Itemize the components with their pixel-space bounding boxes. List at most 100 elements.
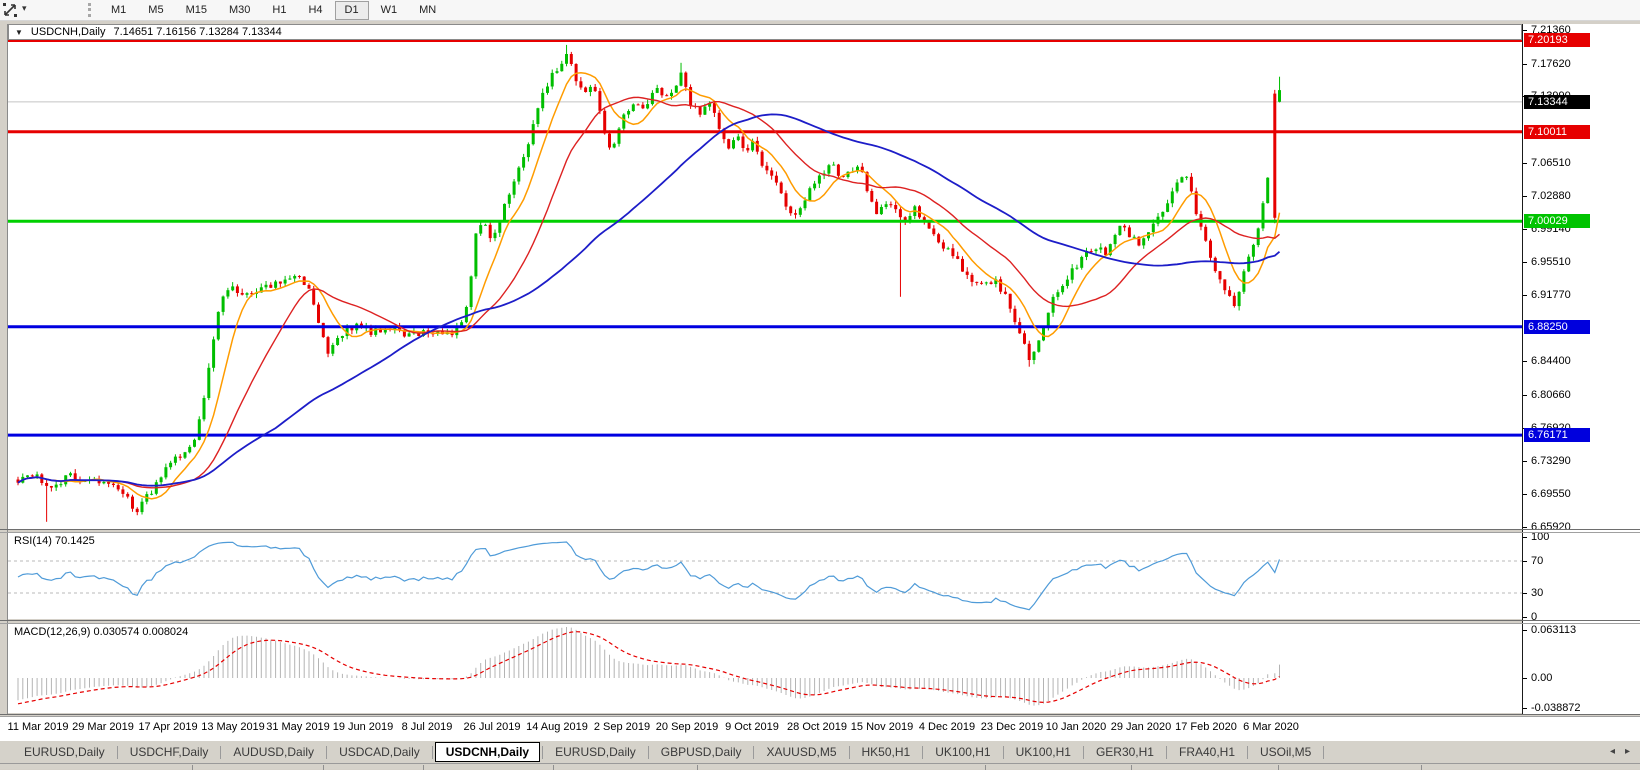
main-price-chart[interactable]	[8, 24, 1522, 529]
price-tick-label: 6.84400	[1531, 355, 1571, 367]
tab-usdcad-daily[interactable]: USDCAD,Daily	[339, 745, 420, 759]
chevron-down-icon[interactable]: ▾	[22, 3, 27, 13]
crosshair-tool-icon[interactable]	[2, 2, 18, 18]
macd-indicator-pane[interactable]	[8, 624, 1522, 713]
pane-splitter	[0, 532, 1640, 533]
date-label: 10 Jan 2020	[1045, 721, 1107, 733]
rsi-tick-mark	[1523, 561, 1527, 562]
tab-separator	[922, 745, 924, 759]
price-tick-mark	[1523, 461, 1527, 462]
timeframe-button-m1[interactable]: M1	[111, 3, 127, 16]
date-label: 26 Jul 2019	[463, 721, 521, 733]
rsi-tick-label: 30	[1531, 587, 1544, 599]
status-bar-divider	[423, 765, 424, 770]
timeframe-button-m15[interactable]: M15	[185, 3, 207, 16]
macd-tick-label: -0.038872	[1531, 702, 1581, 714]
status-bar-divider	[1131, 765, 1132, 770]
status-bar-divider	[553, 765, 554, 770]
date-axis-border	[0, 714, 1640, 715]
tab-ger30-h1[interactable]: GER30,H1	[1095, 745, 1154, 759]
collapse-icon[interactable]: ▼	[15, 27, 23, 37]
price-tick-mark	[1523, 527, 1527, 528]
timeframe-button-h4[interactable]: H4	[308, 3, 323, 16]
tab-usoil-m5[interactable]: USOil,M5	[1260, 745, 1312, 759]
rsi-tick-label: 0	[1531, 611, 1538, 623]
rsi-tick-mark	[1523, 617, 1527, 618]
price-tick-label: 6.65920	[1531, 521, 1571, 533]
macd-tick-mark	[1523, 708, 1527, 709]
status-bar	[0, 763, 1640, 770]
rsi-tick-label: 100	[1531, 531, 1550, 543]
tab-scroll-arrows: ◂ ▸	[1610, 746, 1630, 757]
chart-symbol-label: USDCNH,Daily	[30, 26, 106, 38]
tab-separator	[431, 745, 433, 759]
rsi-indicator-pane[interactable]	[8, 533, 1522, 619]
date-label: 29 Jan 2020	[1110, 721, 1172, 733]
chart-left-border	[7, 24, 8, 714]
date-label: 31 May 2019	[266, 721, 330, 733]
tab-separator	[326, 745, 328, 759]
status-bar-divider	[192, 765, 193, 770]
toolbar-drag-handle[interactable]	[88, 3, 95, 17]
price-badge: 7.00029	[1524, 214, 1590, 228]
price-badge: 7.13344	[1524, 95, 1590, 109]
price-tick-mark	[1523, 494, 1527, 495]
timeframe-button-m30[interactable]: M30	[228, 3, 251, 16]
price-tick-mark	[1523, 262, 1527, 263]
timeframe-buttons: M1 M5 M15 M30 H1 H4 D1 W1 MN	[100, 0, 447, 20]
tab-usdchf-daily[interactable]: USDCHF,Daily	[129, 745, 209, 759]
pane-splitter[interactable]	[0, 529, 1640, 530]
macd-tick-label: 0.063113	[1531, 624, 1577, 636]
chart-ohlc-values: 7.14651 7.16156 7.13284 7.13344	[113, 26, 282, 38]
rsi-label: RSI(14) 70.1425	[14, 535, 95, 547]
timeframe-button-d1[interactable]: D1	[334, 0, 369, 20]
rsi-tick-mark	[1523, 593, 1527, 594]
chart-title-bar[interactable]: ▼ USDCNH,Daily 7.14651 7.16156 7.13284 7…	[8, 24, 1522, 40]
tab-separator	[753, 745, 755, 759]
timeframe-button-mn[interactable]: MN	[419, 3, 437, 16]
price-tick-label: 6.95510	[1531, 256, 1571, 268]
timeframe-button-h1[interactable]: H1	[272, 3, 287, 16]
pane-splitter[interactable]	[0, 620, 1640, 621]
tab-separator	[220, 745, 222, 759]
tab-scroll-right-icon[interactable]: ▸	[1624, 746, 1630, 757]
price-tick-label: 7.06510	[1531, 157, 1571, 169]
date-label: 11 Mar 2019	[7, 721, 69, 733]
date-label: 28 Oct 2019	[787, 721, 847, 733]
tab-gbpusd-daily[interactable]: GBPUSD,Daily	[660, 745, 742, 759]
price-axis[interactable]: 7.213607.176207.139907.065107.028806.991…	[1522, 24, 1640, 714]
tab-eurusd-daily[interactable]: EURUSD,Daily	[555, 745, 636, 759]
tab-hk50-h1[interactable]: HK50,H1	[861, 745, 911, 759]
tab-uk100-h1[interactable]: UK100,H1	[935, 745, 991, 759]
tab-separator	[848, 745, 850, 759]
price-tick-label: 7.17620	[1531, 58, 1571, 70]
date-label: 17 Apr 2019	[138, 721, 198, 733]
tab-separator	[1323, 745, 1325, 759]
date-axis[interactable]: 11 Mar 2019 29 Mar 2019 17 Apr 2019 13 May …	[0, 717, 1640, 740]
timeframe-button-m5[interactable]: M5	[148, 3, 164, 16]
price-tick-mark	[1523, 395, 1527, 396]
date-axis-border	[0, 716, 1640, 717]
tab-eurusd-daily[interactable]: EURUSD,Daily	[24, 745, 105, 759]
tab-usdcnh-daily[interactable]: USDCNH,Daily	[434, 742, 541, 762]
tab-uk100-h1[interactable]: UK100,H1	[1015, 745, 1071, 759]
timeframe-button-w1[interactable]: W1	[380, 3, 398, 16]
tab-xauusd-m5[interactable]: XAUUSD,M5	[766, 745, 837, 759]
timeframe-toolbar: ▾ M1 M5 M15 M30 H1 H4 D1 W1 MN	[0, 0, 1640, 21]
price-tick-label: 6.91770	[1531, 289, 1571, 301]
rsi-tick-mark	[1523, 537, 1527, 538]
price-badge: 6.76171	[1524, 428, 1590, 442]
tab-separator	[1082, 745, 1084, 759]
date-label: 20 Sep 2019	[655, 721, 719, 733]
date-label: 6 Mar 2020	[1243, 721, 1299, 733]
price-tick-label: 6.80660	[1531, 389, 1571, 401]
date-label: 17 Feb 2020	[1175, 721, 1237, 733]
macd-tick-mark	[1523, 630, 1527, 631]
tab-scroll-left-icon[interactable]: ◂	[1609, 746, 1615, 757]
status-bar-divider	[323, 765, 324, 770]
tab-audusd-daily[interactable]: AUDUSD,Daily	[233, 745, 315, 759]
price-tick-mark	[1523, 64, 1527, 65]
tab-fra40-h1[interactable]: FRA40,H1	[1178, 745, 1236, 759]
tab-separator	[1002, 745, 1004, 759]
price-tick-mark	[1523, 30, 1527, 31]
